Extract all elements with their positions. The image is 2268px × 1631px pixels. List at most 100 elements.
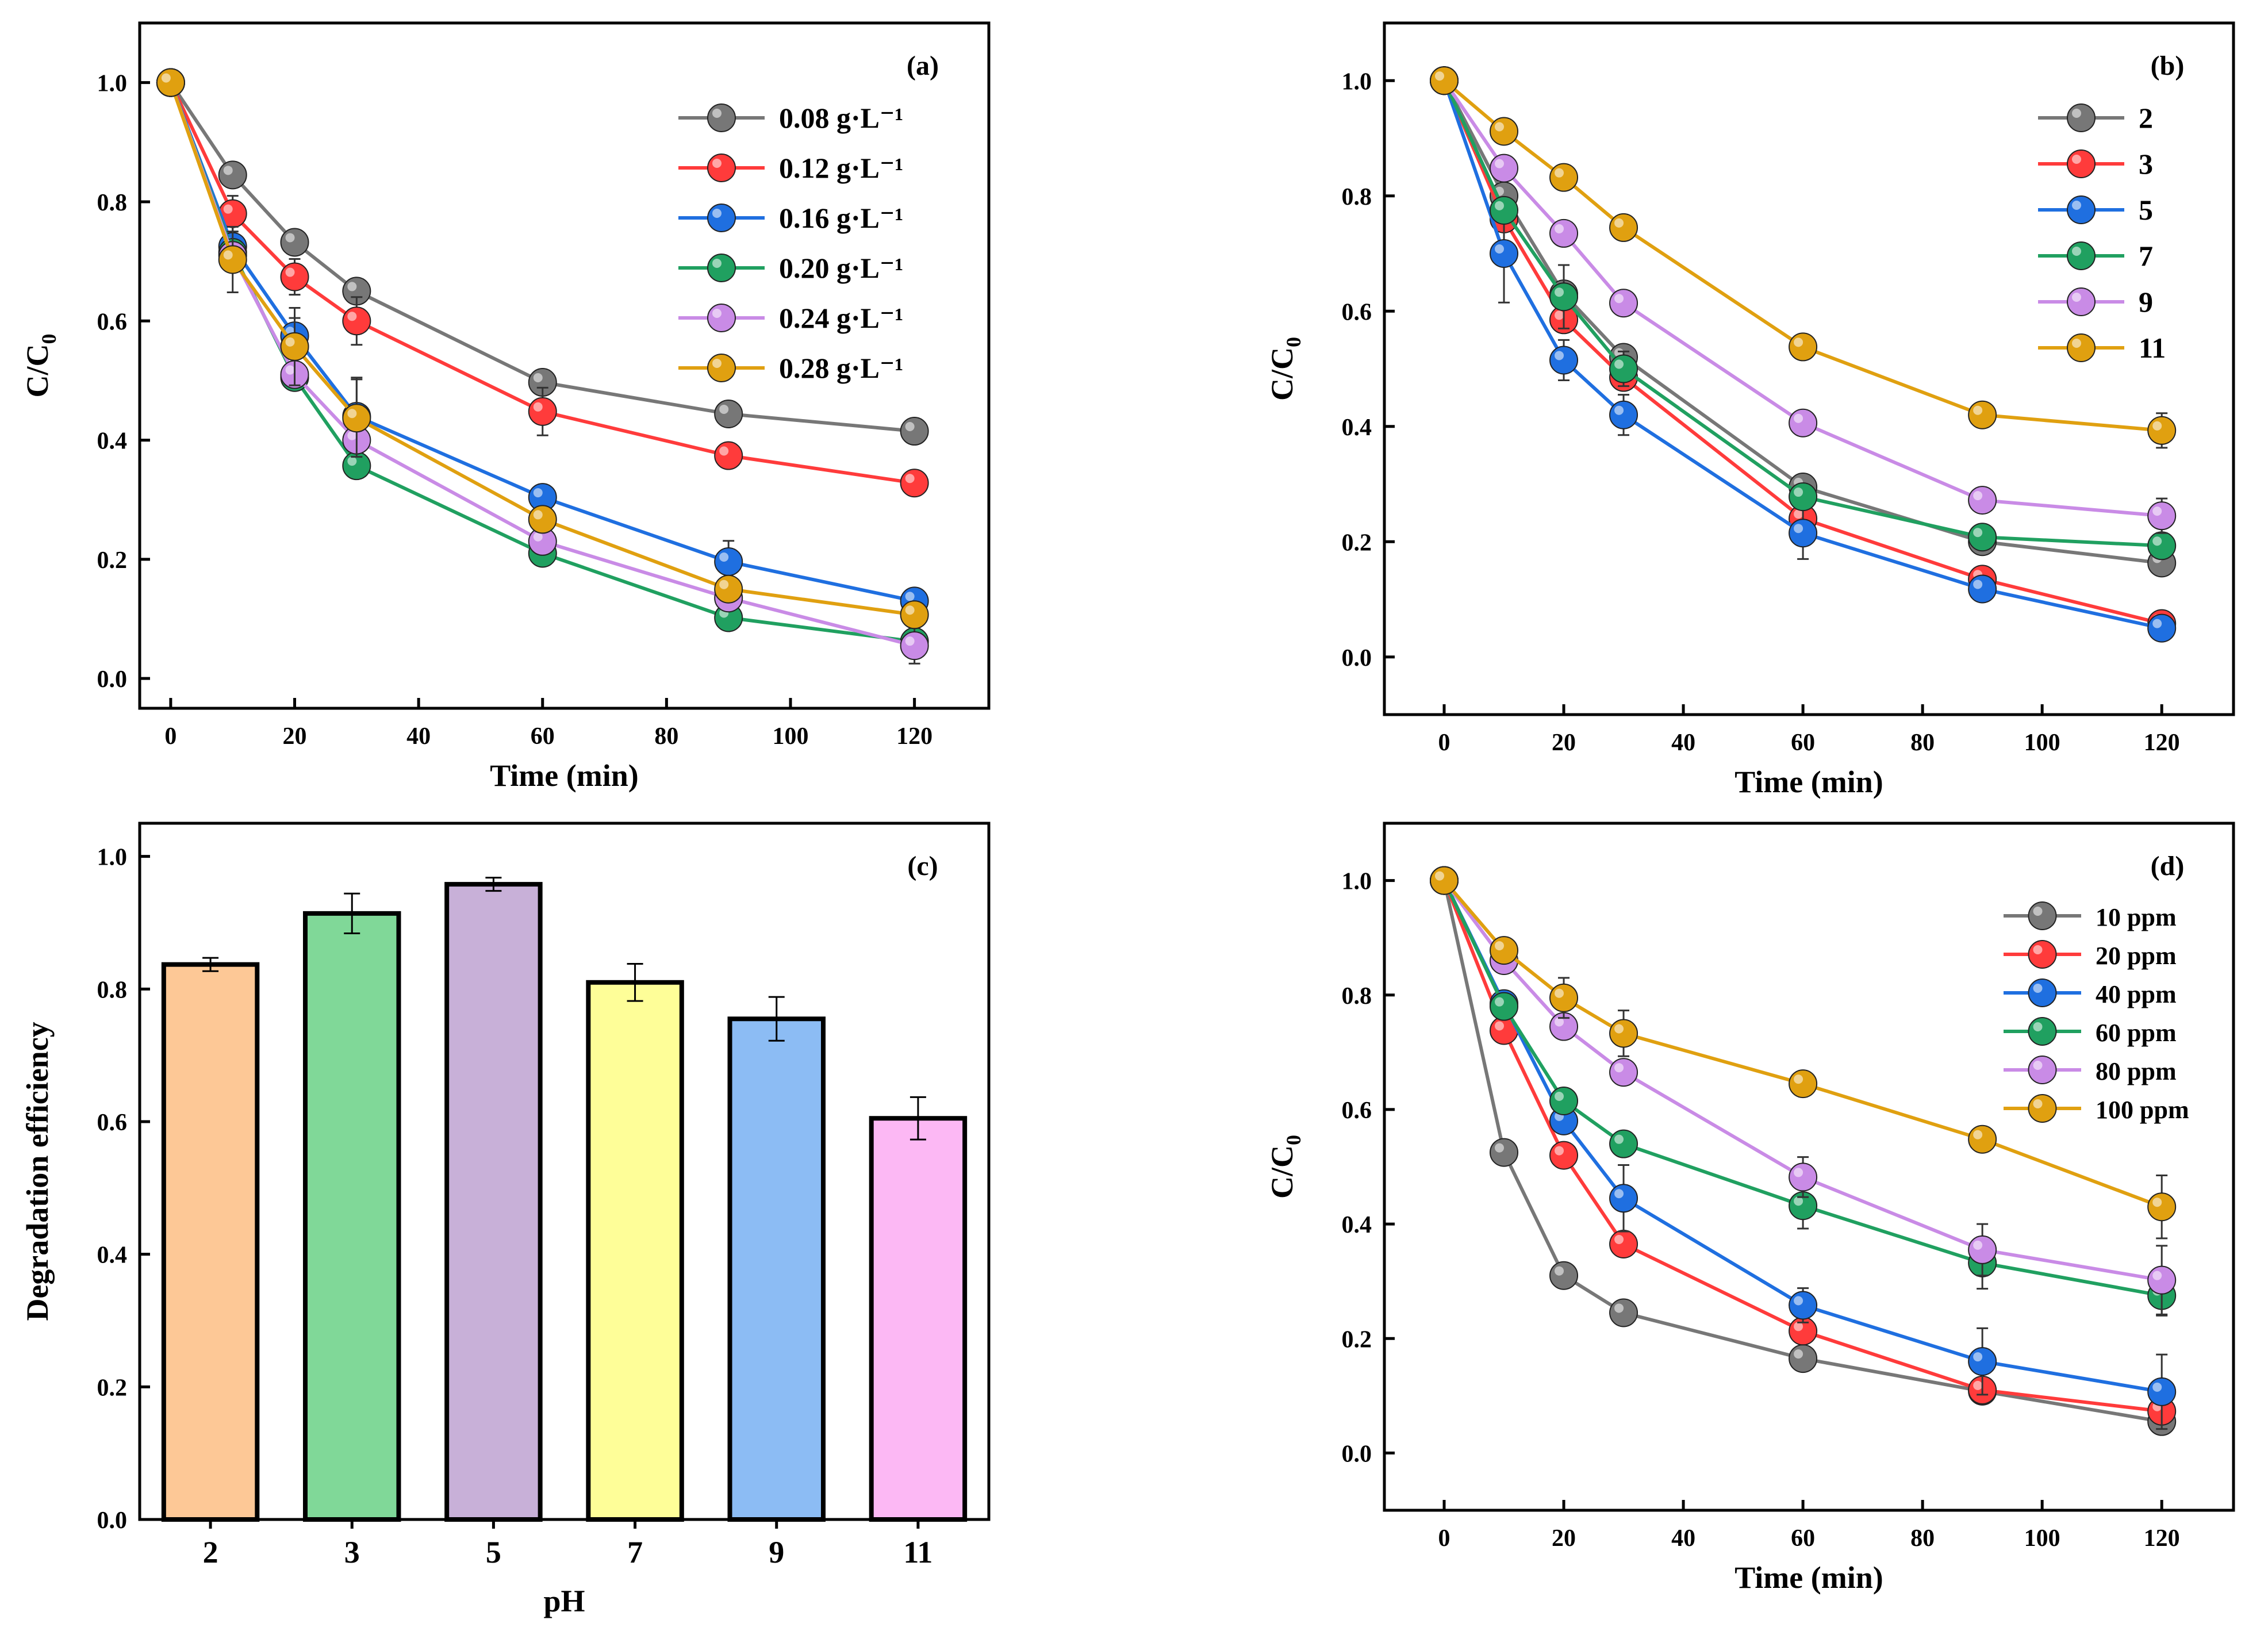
y-tick-label: 0.8: [1342, 983, 1372, 1010]
legend-marker-highlight: [712, 109, 722, 118]
y-tick-label: 0.2: [1342, 529, 1372, 556]
legend-item-20-ppm: 20 ppm: [2004, 940, 2177, 970]
data-point-highlight: [905, 605, 915, 615]
data-point: [1789, 1069, 1818, 1099]
data-point-highlight: [1555, 310, 1564, 320]
data-point: [2147, 1265, 2177, 1295]
data-point: [1609, 1129, 1638, 1158]
legend-marker: [707, 153, 736, 182]
series-10-ppm: [1430, 866, 2177, 1436]
legend: 0.08 g·L⁻¹ 0.12 g·L⁻¹ 0.16 g·L⁻¹ 0.20 g·L⁻¹…: [678, 102, 903, 384]
data-point-highlight: [1614, 1024, 1624, 1034]
plot-frame: [138, 21, 991, 710]
data-point: [1968, 523, 1997, 552]
x-tick-label: 100: [773, 723, 809, 750]
series-0-28-g-l: [156, 68, 929, 630]
legend-marker: [2028, 940, 2057, 969]
bar: [727, 1016, 826, 1522]
data-point-highlight: [1614, 218, 1624, 228]
legend-label: 5: [2139, 194, 2153, 226]
data-point-highlight: [1973, 528, 1983, 538]
data-point-highlight: [1495, 201, 1505, 210]
y-tick-label: 0.2: [1342, 1326, 1372, 1353]
data-point-highlight: [1495, 941, 1505, 951]
y-tick-label: 1.0: [97, 845, 128, 871]
legend-label: 60 ppm: [2096, 1019, 2177, 1047]
data-point-highlight: [1614, 359, 1624, 369]
data-point: [156, 68, 185, 97]
data-point: [1490, 239, 1519, 268]
y-tick-label: 1.0: [97, 71, 128, 97]
data-point: [900, 600, 929, 630]
x-tick-label: 40: [1671, 1525, 1695, 1552]
data-point-highlight: [1555, 351, 1564, 360]
data-point-highlight: [1495, 122, 1505, 132]
x-axis-title: pH: [543, 1584, 585, 1618]
data-point-highlight: [1495, 997, 1505, 1007]
legend-item-0-12-g-l: 0.12 g·L⁻¹: [678, 152, 903, 184]
data-point-highlight: [1555, 1146, 1564, 1156]
y-tick-label: 0.4: [97, 1242, 128, 1269]
data-point: [280, 228, 309, 257]
y-title-subscript: 0: [1282, 337, 1305, 347]
x-tick-label: 0: [1438, 730, 1450, 756]
data-point-highlight: [1555, 1091, 1564, 1101]
bar-ph-7: [586, 963, 684, 1522]
data-point: [1490, 1138, 1519, 1167]
data-point-highlight: [1495, 1021, 1505, 1031]
data-point-highlight: [533, 373, 543, 383]
data-point-highlight: [1614, 1189, 1624, 1199]
y-tick-label: 0.8: [97, 190, 128, 216]
data-point-highlight: [1614, 1134, 1624, 1144]
legend-marker-highlight: [2033, 1061, 2043, 1070]
data-point-highlight: [347, 431, 357, 440]
panel-label: (d): [2151, 851, 2185, 881]
y-tick-label: 1.0: [1342, 869, 1372, 895]
data-point-highlight: [285, 365, 295, 375]
legend-label: 0.08 g·L⁻¹: [779, 102, 903, 134]
data-point: [2147, 613, 2177, 643]
legend-item-5: 5: [2038, 194, 2153, 226]
x-tick-label: 20: [1552, 730, 1576, 756]
data-point-highlight: [1794, 488, 1803, 497]
y-axis-title: C/C0: [20, 334, 60, 398]
data-point-highlight: [1973, 580, 1983, 589]
legend-label: 10 ppm: [2096, 903, 2177, 931]
data-point: [1789, 519, 1818, 548]
data-point-highlight: [1794, 1349, 1803, 1359]
legend-label: 0.12 g·L⁻¹: [779, 152, 903, 184]
data-point: [1968, 574, 1997, 604]
data-point-highlight: [161, 73, 171, 83]
data-point-highlight: [1555, 168, 1564, 178]
data-point: [342, 306, 371, 336]
legend-marker-highlight: [2033, 1022, 2043, 1031]
data-point: [1609, 1229, 1638, 1258]
panel-a: 0 20 40 60 80 100 120 0.0 0.2 0.4 0.6 0.8 1.0 Time (m…: [20, 21, 991, 793]
x-tick-label: 3: [344, 1535, 360, 1569]
x-tick-label: 5: [486, 1535, 501, 1569]
legend-marker: [2028, 1056, 2057, 1084]
data-point-highlight: [1973, 1380, 1983, 1390]
data-point-highlight: [719, 552, 729, 562]
x-tick-label: 80: [654, 723, 678, 750]
y-tick-label: 0.2: [97, 547, 128, 574]
legend-marker-highlight: [2033, 984, 2043, 993]
data-point-highlight: [1495, 159, 1505, 168]
legend-marker-highlight: [2072, 247, 2081, 256]
data-point-highlight: [2152, 619, 2162, 628]
data-point: [1549, 346, 1579, 375]
data-point-highlight: [1973, 1240, 1983, 1250]
legend-label: 100 ppm: [2096, 1096, 2189, 1124]
data-point-highlight: [347, 282, 357, 291]
y-tick-label: 0.6: [1342, 299, 1372, 325]
data-point: [900, 469, 929, 498]
y-title-main: C/C: [1265, 347, 1299, 401]
legend-item-11: 11: [2038, 332, 2166, 364]
legend-marker: [2067, 103, 2096, 132]
legend-label: 0.24 g·L⁻¹: [779, 302, 903, 334]
data-point: [1789, 1162, 1818, 1192]
legend-item-40-ppm: 40 ppm: [2004, 978, 2177, 1008]
data-point: [2147, 501, 2177, 531]
data-point: [1549, 983, 1579, 1012]
